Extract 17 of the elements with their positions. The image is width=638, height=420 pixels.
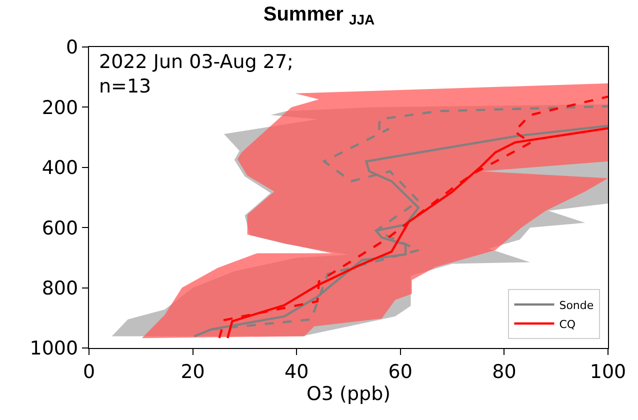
legend-label: Sonde bbox=[559, 298, 594, 312]
y-tick-label: 200 bbox=[42, 96, 78, 119]
x-tick-label: 80 bbox=[492, 360, 516, 383]
y-tick-label: 800 bbox=[42, 277, 78, 300]
x-axis-title: O3 (ppb) bbox=[306, 382, 391, 405]
y-tick-label: 400 bbox=[42, 157, 78, 180]
y-tick-label: 1000 bbox=[30, 338, 78, 360]
y-tick-label: 0 bbox=[66, 36, 78, 59]
x-tick-label: 60 bbox=[388, 360, 412, 383]
x-tick-label: 100 bbox=[590, 360, 626, 383]
y-tick-label: 600 bbox=[42, 217, 78, 240]
x-tick-label: 0 bbox=[82, 360, 96, 383]
x-tick-label: 20 bbox=[180, 360, 205, 383]
legend-label: CQ bbox=[559, 318, 576, 331]
chart-title: Summer $_{JJA}$ bbox=[263, 3, 375, 28]
annotation: 2022 Jun 03-Aug 27; n=13 bbox=[99, 51, 294, 98]
x-tick-label: 40 bbox=[284, 360, 309, 383]
